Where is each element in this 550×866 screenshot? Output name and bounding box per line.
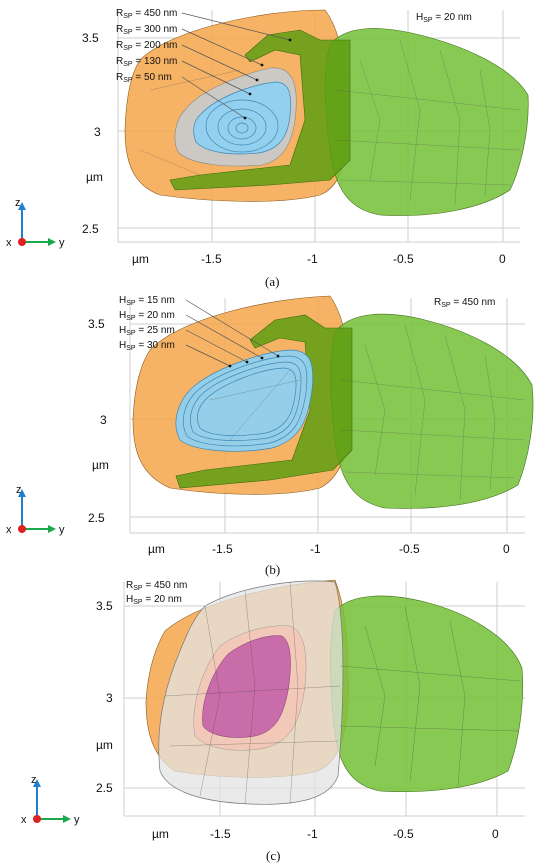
y-unit: µm xyxy=(152,827,169,841)
origin-dot xyxy=(18,525,26,533)
z-unit: µm xyxy=(86,170,103,184)
axis-y-label: y xyxy=(74,814,80,826)
y-tick-1: -1 xyxy=(307,252,318,266)
leader-lines xyxy=(185,299,279,367)
leader-dots xyxy=(243,38,292,120)
panel-b: HSP = 15 nm HSP = 20 nm HSP = 25 nm HSP … xyxy=(0,290,550,580)
z-tick-2: 2.5 xyxy=(88,511,105,525)
panel-a: RSP = 450 nm RSP = 300 nm RSP = 200 nm R… xyxy=(0,0,550,290)
annotation-1: RSP = 300 nm xyxy=(116,24,177,36)
y-tick-0: -1.5 xyxy=(212,542,233,556)
caption-c: (c) xyxy=(266,848,280,863)
z-tick-1: 3 xyxy=(106,691,113,705)
dark-green-frame xyxy=(169,29,351,191)
z-unit: µm xyxy=(92,458,109,472)
annotation-2: HSP = 25 nm xyxy=(119,325,175,337)
z-tick-0: 3.5 xyxy=(88,317,105,331)
annotation-1: HSP = 20 nm xyxy=(126,594,182,606)
y-tick-3: 0 xyxy=(492,827,499,841)
y-tick-1: -1 xyxy=(310,542,321,556)
y-tick-2: -0.5 xyxy=(399,542,420,556)
green-volume xyxy=(330,313,534,509)
y-tick-3: 0 xyxy=(499,252,506,266)
green-volume xyxy=(324,28,529,216)
y-tick-0: -1.5 xyxy=(210,827,231,841)
z-unit: µm xyxy=(96,738,113,752)
mesh-lines xyxy=(139,39,521,206)
corner-label: RSP = 450 nm xyxy=(434,297,495,309)
y-unit: µm xyxy=(148,542,165,556)
annotation-list: RSP = 450 nm HSP = 20 nm xyxy=(126,580,187,606)
axis-z-label: z xyxy=(15,197,21,209)
caption-b: (b) xyxy=(265,562,280,577)
green-volume xyxy=(330,595,523,793)
axis-y-label: y xyxy=(59,237,65,249)
panel-c: RSP = 450 nm HSP = 20 nm 3.5 3 µm 2.5 µm… xyxy=(0,576,550,866)
y-tick-3: 0 xyxy=(503,542,510,556)
y-tick-2: -0.5 xyxy=(393,827,414,841)
panel-b-figure: HSP = 15 nm HSP = 20 nm HSP = 25 nm HSP … xyxy=(6,295,534,577)
axis-y-label: y xyxy=(59,524,65,536)
z-tick-1: 3 xyxy=(94,125,101,139)
origin-dot xyxy=(18,238,26,246)
annotation-4: RSP = 50 nm xyxy=(116,72,172,84)
axes-triad: z x y xyxy=(21,774,80,826)
mesh-lines xyxy=(164,581,521,805)
axes-triad: z x y xyxy=(6,197,65,249)
annotation-1: HSP = 20 nm xyxy=(119,310,175,322)
axis-z-label: z xyxy=(31,774,37,786)
z-tick-2: 2.5 xyxy=(96,781,113,795)
caption-a: (a) xyxy=(265,274,279,289)
blue-layers xyxy=(175,349,314,452)
annotation-0: RSP = 450 nm xyxy=(126,580,187,592)
magenta-core xyxy=(202,635,291,738)
y-tick-0: -1.5 xyxy=(201,252,222,266)
y-unit: µm xyxy=(132,252,149,266)
blue-rings xyxy=(193,81,291,155)
annotation-0: RSP = 450 nm xyxy=(116,8,177,20)
annotation-2: RSP = 200 nm xyxy=(116,40,177,52)
panel-c-figure: RSP = 450 nm HSP = 20 nm 3.5 3 µm 2.5 µm… xyxy=(21,579,525,863)
mesh-lines xyxy=(209,324,526,501)
annotation-0: HSP = 15 nm xyxy=(119,295,175,307)
annotation-3: HSP = 30 nm xyxy=(119,340,175,352)
annotation-list: HSP = 15 nm HSP = 20 nm HSP = 25 nm HSP … xyxy=(119,295,175,352)
annotation-3: RSP = 130 nm xyxy=(116,56,177,68)
z-tick-0: 3.5 xyxy=(82,31,99,45)
z-tick-2: 2.5 xyxy=(82,222,99,236)
corner-label: HSP = 20 nm xyxy=(416,12,472,24)
leader-lines xyxy=(181,12,291,119)
z-tick-0: 3.5 xyxy=(96,599,113,613)
y-tick-1: -1 xyxy=(307,827,318,841)
axis-x-label: x xyxy=(21,814,27,826)
axis-x-label: x xyxy=(6,237,12,249)
annotation-list: RSP = 450 nm RSP = 300 nm RSP = 200 nm R… xyxy=(116,8,177,84)
panel-a-figure: RSP = 450 nm RSP = 300 nm RSP = 200 nm R… xyxy=(6,8,529,289)
axis-x-label: x xyxy=(6,524,12,536)
z-tick-1: 3 xyxy=(100,413,107,427)
axes-triad: z x y xyxy=(6,484,65,536)
axis-z-label: z xyxy=(16,484,22,496)
y-tick-2: -0.5 xyxy=(393,252,414,266)
leader-dots xyxy=(228,354,280,368)
origin-dot xyxy=(33,815,41,823)
